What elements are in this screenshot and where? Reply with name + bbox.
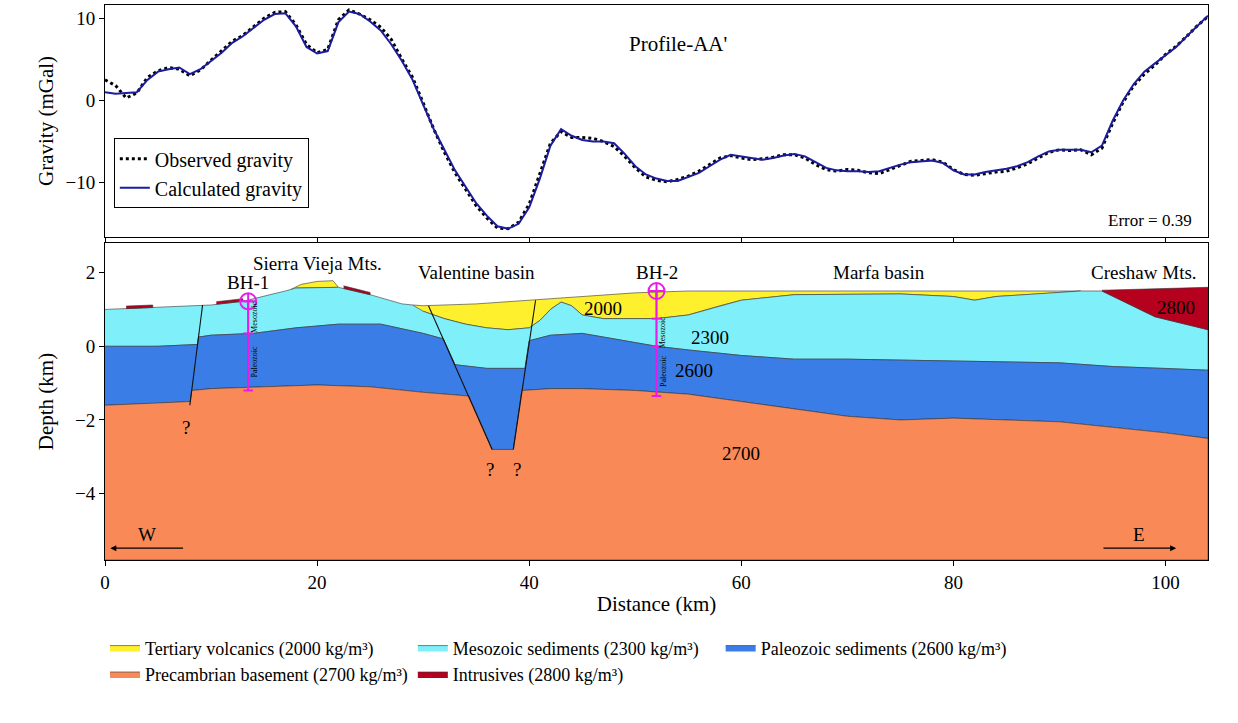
svg-text:10: 10 xyxy=(76,8,95,29)
svg-text:Paleozoic: Paleozoic xyxy=(250,346,259,378)
svg-text:2300: 2300 xyxy=(691,327,729,348)
svg-text:Intrusives (2800 kg/m³): Intrusives (2800 kg/m³) xyxy=(453,665,623,686)
svg-text:BH-2: BH-2 xyxy=(636,262,678,283)
svg-text:Depth (km): Depth (km) xyxy=(34,353,58,450)
svg-text:?: ? xyxy=(486,459,494,480)
svg-text:−2: −2 xyxy=(75,410,95,431)
svg-text:Distance (km): Distance (km) xyxy=(597,592,717,616)
svg-text:40: 40 xyxy=(520,572,539,593)
svg-text:Paleozoic sediments (2600 kg/m: Paleozoic sediments (2600 kg/m³) xyxy=(761,639,1007,660)
svg-text:Mesozoic: Mesozoic xyxy=(658,317,667,349)
svg-text:2800: 2800 xyxy=(1157,297,1195,318)
svg-text:Observed gravity: Observed gravity xyxy=(155,149,293,172)
svg-text:Mesozoic sediments (2300 kg/m³: Mesozoic sediments (2300 kg/m³) xyxy=(453,639,699,660)
svg-text:Gravity (mGal): Gravity (mGal) xyxy=(34,56,58,186)
svg-text:Profile-AA': Profile-AA' xyxy=(629,32,727,56)
svg-text:?: ? xyxy=(182,417,190,438)
svg-text:Valentine basin: Valentine basin xyxy=(418,262,535,283)
svg-text:2600: 2600 xyxy=(675,360,713,381)
svg-text:Precambrian basement (2700 kg/: Precambrian basement (2700 kg/m³) xyxy=(145,665,408,686)
svg-text:Marfa basin: Marfa basin xyxy=(833,262,925,283)
svg-text:20: 20 xyxy=(308,572,327,593)
svg-text:0: 0 xyxy=(86,90,96,111)
svg-text:−10: −10 xyxy=(65,172,95,193)
svg-text:Sierra Vieja Mts.: Sierra Vieja Mts. xyxy=(253,253,382,274)
svg-text:60: 60 xyxy=(732,572,751,593)
svg-text:?: ? xyxy=(513,459,521,480)
svg-text:Mesozoic: Mesozoic xyxy=(250,301,259,333)
svg-text:0: 0 xyxy=(86,336,96,357)
svg-text:2: 2 xyxy=(86,262,96,283)
svg-text:BH-1: BH-1 xyxy=(227,272,269,293)
svg-text:Creshaw Mts.: Creshaw Mts. xyxy=(1091,262,1197,283)
svg-text:Error = 0.39: Error = 0.39 xyxy=(1108,211,1192,230)
svg-text:Tertiary volcanics (2000 kg/m³: Tertiary volcanics (2000 kg/m³) xyxy=(145,639,374,660)
svg-text:W: W xyxy=(138,524,156,545)
svg-text:0: 0 xyxy=(100,572,110,593)
svg-text:100: 100 xyxy=(1151,572,1180,593)
svg-text:2700: 2700 xyxy=(722,443,760,464)
svg-text:Calculated gravity: Calculated gravity xyxy=(155,178,302,201)
svg-text:2000: 2000 xyxy=(584,298,622,319)
svg-text:E: E xyxy=(1133,524,1145,545)
svg-text:Paleozoic: Paleozoic xyxy=(659,355,668,387)
svg-text:80: 80 xyxy=(944,572,963,593)
svg-text:−4: −4 xyxy=(75,483,96,504)
